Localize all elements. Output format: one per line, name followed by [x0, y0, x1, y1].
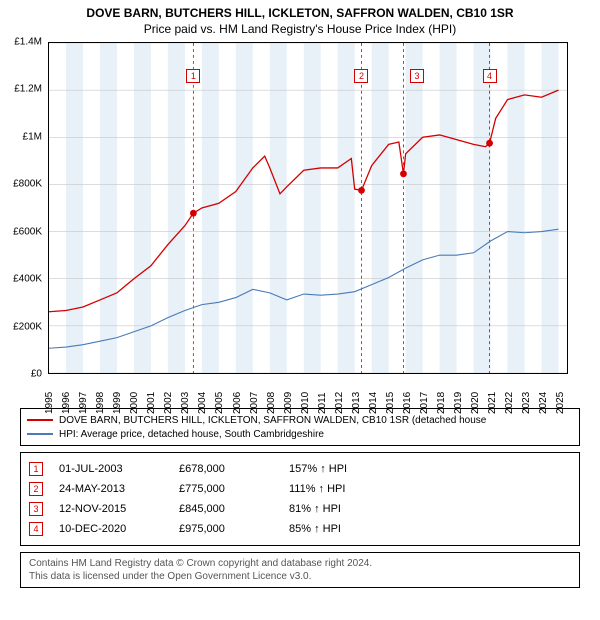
x-tick-label: 2018: [436, 392, 447, 414]
x-tick-label: 2011: [317, 392, 328, 414]
y-tick-label: £600K: [13, 226, 42, 237]
legend-swatch: [27, 433, 53, 435]
x-tick-label: 2012: [334, 392, 345, 414]
event-number-box: 2: [29, 482, 43, 496]
event-price: £845,000: [179, 503, 289, 515]
x-tick-label: 2019: [453, 392, 464, 414]
event-price: £775,000: [179, 483, 289, 495]
event-marker-box: 2: [354, 69, 368, 83]
event-number-box: 4: [29, 522, 43, 536]
chart-container: DOVE BARN, BUTCHERS HILL, ICKLETON, SAFF…: [0, 0, 600, 620]
event-date: 10-DEC-2020: [59, 523, 179, 535]
x-tick-label: 2008: [266, 392, 277, 414]
events-table: 1 01-JUL-2003£678,000157% ↑ HPI 2 24-MAY-20…: [20, 452, 580, 546]
x-tick-label: 2005: [214, 392, 225, 414]
x-tick-label: 2020: [470, 392, 481, 414]
event-row: 3 12-NOV-2015£845,00081% ↑ HPI: [29, 499, 571, 519]
event-marker-box: 3: [410, 69, 424, 83]
x-tick-label: 2007: [249, 392, 260, 414]
x-tick-label: 2013: [351, 392, 362, 414]
event-row: 1 01-JUL-2003£678,000157% ↑ HPI: [29, 459, 571, 479]
x-tick-label: 2025: [555, 392, 566, 414]
legend-item: DOVE BARN, BUTCHERS HILL, ICKLETON, SAFF…: [27, 413, 573, 427]
x-tick-label: 1999: [112, 392, 123, 414]
x-axis-labels: 1995199619971998199920002001200220032004…: [48, 374, 568, 402]
chart-svg: [49, 43, 567, 373]
event-pct: 157% ↑ HPI: [289, 463, 347, 475]
legend-label: DOVE BARN, BUTCHERS HILL, ICKLETON, SAFF…: [59, 415, 486, 426]
y-tick-label: £1M: [23, 131, 42, 142]
event-number-box: 3: [29, 502, 43, 516]
y-tick-label: £400K: [13, 274, 42, 285]
event-marker-box: 1: [186, 69, 200, 83]
x-tick-label: 2015: [385, 392, 396, 414]
y-tick-label: £800K: [13, 179, 42, 190]
y-tick-label: £1.4M: [14, 37, 42, 48]
event-pct: 85% ↑ HPI: [289, 523, 341, 535]
x-tick-label: 2024: [538, 392, 549, 414]
y-tick-label: £0: [31, 369, 42, 380]
x-tick-label: 2016: [402, 392, 413, 414]
event-pct: 81% ↑ HPI: [289, 503, 341, 515]
footer-licence: This data is licensed under the Open Gov…: [29, 570, 571, 583]
event-row: 4 10-DEC-2020£975,00085% ↑ HPI: [29, 519, 571, 539]
footer-box: Contains HM Land Registry data © Crown c…: [20, 552, 580, 588]
event-price: £678,000: [179, 463, 289, 475]
event-marker-box: 4: [483, 69, 497, 83]
y-tick-label: £1.2M: [14, 84, 42, 95]
x-tick-label: 2022: [504, 392, 515, 414]
event-row: 2 24-MAY-2013£775,000111% ↑ HPI: [29, 479, 571, 499]
x-tick-label: 2001: [146, 392, 157, 414]
event-date: 24-MAY-2013: [59, 483, 179, 495]
event-date: 12-NOV-2015: [59, 503, 179, 515]
x-tick-label: 2021: [487, 392, 498, 414]
x-tick-label: 2000: [129, 392, 140, 414]
event-pct: 111% ↑ HPI: [289, 483, 345, 495]
x-tick-label: 2004: [197, 392, 208, 414]
event-date: 01-JUL-2003: [59, 463, 179, 475]
legend-label: HPI: Average price, detached house, Sout…: [59, 429, 324, 440]
x-tick-label: 2017: [419, 392, 430, 414]
y-tick-label: £200K: [13, 321, 42, 332]
x-tick-label: 2010: [300, 392, 311, 414]
legend-swatch: [27, 419, 53, 421]
event-number-box: 1: [29, 462, 43, 476]
x-tick-label: 1996: [61, 392, 72, 414]
footer-copyright: Contains HM Land Registry data © Crown c…: [29, 557, 571, 570]
chart-area: £0£200K£400K£600K£800K£1M£1.2M£1.4M 1234…: [48, 42, 592, 402]
x-tick-label: 1997: [78, 392, 89, 414]
x-tick-label: 1998: [95, 392, 106, 414]
plot-area: 1 2 3 4: [48, 42, 568, 374]
x-tick-label: 1995: [44, 392, 55, 414]
chart-title-address: DOVE BARN, BUTCHERS HILL, ICKLETON, SAFF…: [10, 6, 590, 20]
chart-subtitle: Price paid vs. HM Land Registry's House …: [10, 22, 590, 36]
x-tick-label: 2002: [163, 392, 174, 414]
legend-item: HPI: Average price, detached house, Sout…: [27, 427, 573, 441]
x-tick-label: 2009: [283, 392, 294, 414]
x-tick-label: 2006: [232, 392, 243, 414]
x-tick-label: 2003: [180, 392, 191, 414]
y-axis-labels: £0£200K£400K£600K£800K£1M£1.2M£1.4M: [2, 42, 46, 374]
title-block: DOVE BARN, BUTCHERS HILL, ICKLETON, SAFF…: [0, 0, 600, 38]
event-price: £975,000: [179, 523, 289, 535]
x-tick-label: 2014: [368, 392, 379, 414]
x-tick-label: 2023: [521, 392, 532, 414]
